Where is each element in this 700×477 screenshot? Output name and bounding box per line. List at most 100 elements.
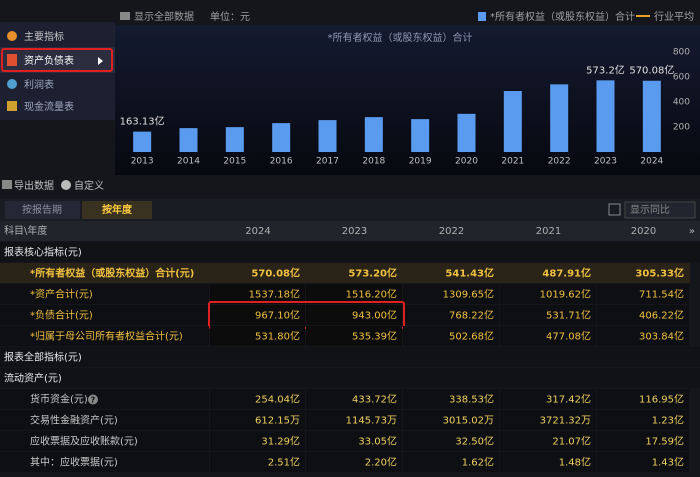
cell-value: 711.54亿 <box>639 288 684 301</box>
row-highlight <box>0 263 690 283</box>
section-label: 流动资产(元) <box>4 372 62 385</box>
toolbar-button[interactable]: 显示全部数据 <box>134 10 194 23</box>
x-tick-label: 2023 <box>594 157 617 167</box>
highlight-box <box>1 48 113 72</box>
column-header: 2024 <box>245 226 270 237</box>
export-button[interactable]: 导出数据 <box>14 179 54 192</box>
info-icon <box>88 394 98 405</box>
cell <box>403 305 499 325</box>
cell-value: 406.22亿 <box>639 309 684 322</box>
bar <box>225 127 244 152</box>
cell-value: 1516.20亿 <box>346 288 397 301</box>
cell-value: 338.53亿 <box>449 393 494 406</box>
cell <box>306 431 402 451</box>
cell-value: 477.08亿 <box>546 330 591 343</box>
icon <box>120 12 130 20</box>
cell <box>403 284 499 304</box>
cell-value: 254.04亿 <box>255 393 300 406</box>
legend-label: *所有者权益（或股东权益）合计 <box>490 10 635 23</box>
cell-value: 1.43亿 <box>652 456 684 469</box>
section-row <box>0 242 700 262</box>
tab[interactable] <box>5 201 80 219</box>
column-header: 科目\年度 <box>4 224 47 237</box>
yoy-label[interactable]: 显示同比 <box>630 204 670 216</box>
x-tick-label: 2019 <box>409 157 432 167</box>
tab-active[interactable] <box>82 201 152 219</box>
y-tick-label: 200 <box>673 123 690 133</box>
section-label: 报表核心指标(元) <box>4 246 82 259</box>
cell <box>500 284 596 304</box>
row-label: *归属于母公司所有者权益合计(元) <box>30 330 183 343</box>
x-tick-label: 2016 <box>270 157 293 167</box>
y-tick-label: 800 <box>673 48 690 58</box>
sidebar-item[interactable]: 现金流量表 <box>24 100 74 113</box>
more-columns: » <box>689 226 695 237</box>
cell <box>210 326 305 346</box>
cell-value: 943.00亿 <box>352 309 397 322</box>
sidebar-item[interactable]: 利润表 <box>24 78 54 91</box>
table-header <box>0 221 700 241</box>
cell <box>403 389 499 409</box>
x-tick-label: 2015 <box>223 157 246 167</box>
x-tick-label: 2018 <box>362 157 385 167</box>
cell <box>597 410 689 430</box>
cell-value: 433.72亿 <box>352 393 397 406</box>
arrow <box>98 57 103 65</box>
cell-value: 487.91亿 <box>542 267 591 280</box>
row-label: *资产合计(元) <box>30 288 93 301</box>
legend-label: 行业平均 <box>654 10 694 23</box>
cell <box>0 431 209 451</box>
cell-value: 33.05亿 <box>358 435 397 448</box>
tab-label[interactable]: 按报告期 <box>22 203 62 216</box>
row-label: *负债合计(元) <box>30 309 93 322</box>
checkbox[interactable] <box>608 203 621 216</box>
cell-value: 1.23亿 <box>652 414 684 427</box>
cell <box>403 431 499 451</box>
yoy-button[interactable] <box>624 201 696 219</box>
cell <box>403 326 499 346</box>
cell <box>500 410 596 430</box>
cell <box>210 410 305 430</box>
cell <box>306 410 402 430</box>
chart: 200 400 600 800 *所有者权益（或股东权益）合计 行业平均 2013 163.1… <box>120 10 694 167</box>
cell-value: 305.33亿 <box>635 267 684 280</box>
x-tick-label: 2014 <box>177 157 200 167</box>
cell <box>597 389 689 409</box>
cell <box>0 284 209 304</box>
bar <box>179 128 198 152</box>
data-label: 573.2亿 <box>586 63 625 76</box>
cell-value: 17.59亿 <box>645 435 684 448</box>
bar <box>457 113 476 152</box>
sidebar-item[interactable]: 资产负债表 <box>24 54 74 67</box>
cell <box>0 305 209 325</box>
cell-value: 32.50亿 <box>455 435 494 448</box>
cell-value: 541.43亿 <box>445 267 494 280</box>
cell-value: 1537.18亿 <box>249 288 300 301</box>
data-label: 570.08亿 <box>629 64 674 77</box>
icon <box>7 31 17 41</box>
icon <box>7 101 17 111</box>
legend-swatch <box>478 12 486 21</box>
cell <box>403 410 499 430</box>
icon <box>7 54 17 66</box>
cell-value: 768.22亿 <box>449 309 494 322</box>
unit-label: 单位：元 <box>210 10 250 23</box>
column-header: 2021 <box>536 226 561 237</box>
sidebar-item[interactable]: 主要指标 <box>24 30 64 43</box>
tab-bar <box>0 199 700 221</box>
cell <box>0 326 209 346</box>
cell <box>210 452 305 472</box>
bar <box>642 80 661 152</box>
row-label: 其中：应收票据(元) <box>30 456 118 469</box>
cell-value: 1.62亿 <box>462 456 494 469</box>
cell <box>0 389 209 409</box>
cell <box>597 452 689 472</box>
bar <box>596 80 615 152</box>
tab-label[interactable]: 按年度 <box>102 203 133 216</box>
x-tick-label: 2022 <box>548 157 571 167</box>
cell <box>0 452 209 472</box>
cell <box>306 326 402 346</box>
x-tick-label: 2020 <box>455 157 478 167</box>
bar <box>503 91 522 152</box>
custom-button[interactable]: 自定义 <box>74 179 104 192</box>
